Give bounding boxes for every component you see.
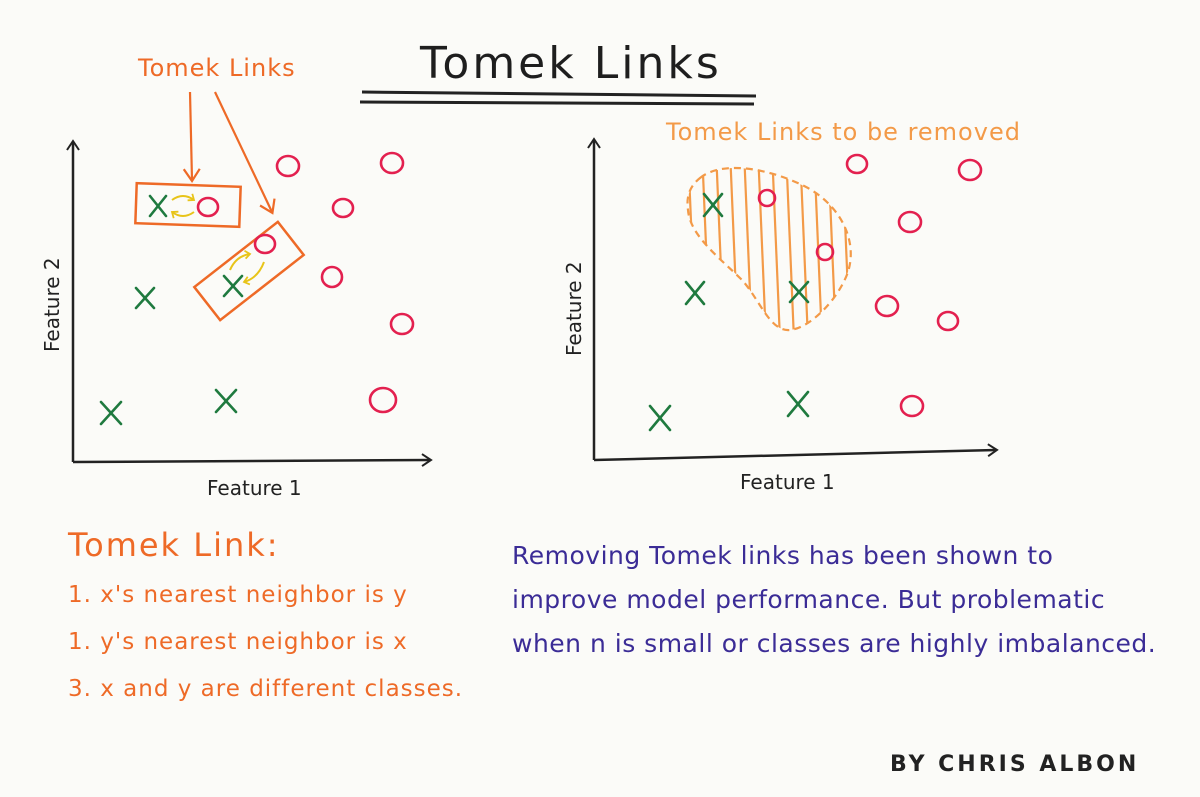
o-mark <box>899 394 925 418</box>
note-line: Removing Tomek links has been shown to <box>512 541 1054 570</box>
callout-arrows <box>182 91 276 215</box>
tomek-link-box-2 <box>192 220 306 322</box>
left-x-points <box>99 194 244 426</box>
x-mark <box>702 192 724 218</box>
diagram-title: Tomek Links <box>420 38 722 89</box>
tomek-link-box-1 <box>134 181 242 229</box>
definition-item: 1. y's nearest neighbor is x <box>68 629 408 655</box>
left-x-axis-label: Feature 1 <box>207 476 302 500</box>
x-mark <box>786 390 810 418</box>
note-line: improve model performance. But problemat… <box>512 585 1106 614</box>
x-mark <box>214 388 238 414</box>
right-axes <box>587 137 999 462</box>
o-mark <box>253 233 277 255</box>
o-mark <box>957 158 983 182</box>
o-mark <box>874 294 900 318</box>
o-mark <box>897 210 923 234</box>
x-mark <box>99 400 123 426</box>
right-x-axis-label: Feature 1 <box>740 470 835 494</box>
link-arrows-1 <box>170 193 196 219</box>
o-mark <box>845 153 869 175</box>
o-mark <box>757 188 777 208</box>
link-arrows-2 <box>229 249 265 286</box>
x-mark <box>134 286 156 310</box>
note-line: when n is small or classes are highly im… <box>512 629 1157 658</box>
right-x-points <box>648 192 810 432</box>
o-mark <box>815 242 835 262</box>
author-byline: BY CHRIS ALBON <box>890 752 1140 777</box>
o-mark <box>368 386 398 414</box>
x-mark <box>222 274 244 298</box>
o-mark <box>331 197 355 219</box>
definition-item: 3. x and y are different classes. <box>68 676 464 702</box>
x-mark <box>684 280 706 306</box>
removed-links-callout: Tomek Links to be removed <box>666 118 1021 146</box>
x-mark <box>148 194 168 218</box>
title-underline <box>359 90 757 106</box>
definition-block: Tomek Link: 1. x's nearest neighbor is y… <box>68 526 463 713</box>
note-block: Removing Tomek links has been shown to i… <box>512 534 1156 666</box>
right-plot <box>587 137 999 462</box>
o-mark <box>389 312 415 336</box>
right-y-axis-label: Feature 2 <box>562 261 586 356</box>
o-mark <box>196 196 220 218</box>
o-mark <box>936 310 960 332</box>
o-mark <box>320 265 344 289</box>
left-plot <box>66 91 433 467</box>
tomek-links-callout: Tomek Links <box>138 54 296 82</box>
left-y-axis-label: Feature 2 <box>40 257 64 352</box>
left-o-points <box>196 151 415 414</box>
left-axes <box>66 139 433 467</box>
x-mark <box>788 280 810 304</box>
definition-heading: Tomek Link: <box>68 526 280 564</box>
o-mark <box>379 151 405 175</box>
definition-item: 1. x's nearest neighbor is y <box>68 582 408 608</box>
right-o-points <box>757 153 983 418</box>
o-mark <box>275 154 301 178</box>
x-mark <box>648 404 672 432</box>
